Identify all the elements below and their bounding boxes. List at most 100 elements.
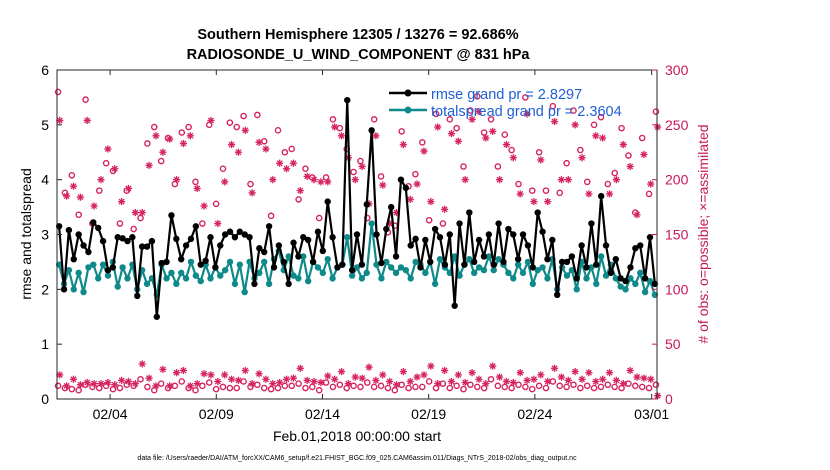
y-left-tick-label: 1 [41,336,49,352]
rmse-point [641,275,649,282]
obs-assimilated-marker [269,176,277,184]
obs-assimilated-marker [640,374,648,382]
rmse-point [461,261,468,268]
obs-possible-marker [494,163,502,170]
totalspread-point [539,264,546,271]
obs-assimilated-marker [131,380,139,388]
totalspread-point [226,258,234,266]
obs-possible-marker [123,381,131,389]
obs-possible-marker [68,385,76,393]
totalspread-point [231,280,239,288]
totalspread-point [514,261,522,268]
obs-assimilated-marker [406,377,414,386]
obs-possible-marker [638,383,646,391]
obs-possible-marker [425,216,433,224]
obs-possible-marker [439,220,447,227]
obs-assimilated-marker [537,156,545,164]
rmse-point [334,264,341,271]
totalspread-point [456,272,463,279]
obs-possible-marker [267,212,275,220]
obs-possible-marker [583,178,591,186]
obs-assimilated-marker [399,367,407,376]
obs-possible-marker [632,382,639,390]
obs-possible-marker [590,121,598,129]
totalspread-point [387,264,395,271]
obs-assimilated-marker [626,162,634,171]
obs-assimilated-marker [186,382,194,390]
obs-assimilated-marker [427,198,435,206]
totalspread-point [124,275,131,282]
rmse-point [94,224,102,232]
totalspread-point [402,266,410,274]
obs-assimilated-marker [255,370,263,378]
rmse-point [109,264,117,271]
obs-assimilated-marker [399,140,407,149]
x-tick-label: 02/14 [305,406,340,422]
rmse-point [251,280,258,288]
rmse-point [563,258,571,266]
rmse-point [397,176,405,183]
obs-assimilated-marker [97,380,105,388]
totalspread-point [324,255,331,263]
totalspread-point [378,275,385,282]
rmse-point [55,223,63,230]
totalspread-point [593,280,600,288]
obs-assimilated-marker [392,381,401,389]
obs-assimilated-marker [592,132,600,140]
obs-assimilated-marker [447,377,456,386]
obs-possible-marker [501,383,509,391]
rmse-point [637,242,644,249]
obs-assimilated-marker [179,366,188,375]
obs-possible-marker [460,385,467,393]
rmse-point [441,261,449,268]
obs-assimilated-marker [489,127,497,136]
rmse-point [500,258,507,266]
obs-possible-marker [487,375,495,383]
obs-assimilated-marker [111,381,119,389]
obs-assimilated-marker [544,377,552,386]
rmse-point [348,266,356,274]
totalspread-point [241,288,248,296]
totalspread-point [422,269,429,277]
obs-possible-marker [370,383,378,391]
obs-possible-marker [315,386,323,394]
totalspread-point [217,272,224,279]
obs-assimilated-marker [420,147,428,155]
obs-assimilated-marker [152,382,160,390]
rmse-point [544,255,551,263]
totalspread-point [65,266,73,274]
legend-spread-label: totalspread grand pr = 2.3604 [431,104,622,120]
totalspread-point [524,258,532,266]
obs-assimilated-marker [523,376,531,384]
rmse-point [490,261,497,268]
obs-assimilated-marker [104,378,112,387]
obs-possible-marker [274,127,282,134]
totalspread-point [534,266,541,274]
obs-assimilated-marker [599,134,607,142]
rmse-point [270,264,278,271]
rmse-point [446,231,453,238]
totalspread-point [368,220,375,227]
obs-assimilated-marker [564,376,572,384]
obs-possible-marker [309,383,316,391]
totalspread-point [544,275,551,282]
totalspread-point [431,280,439,288]
obs-assimilated-marker [207,371,215,379]
obs-possible-marker [480,129,488,136]
rmse-point [612,255,620,263]
x-tick-label: 02/19 [411,406,446,422]
obs-possible-marker [137,375,144,383]
obs-assimilated-marker [640,150,648,159]
rmse-point [344,96,351,104]
rmse-point [412,235,419,243]
rmse-point [221,231,229,238]
obs-assimilated-marker [454,371,462,379]
totalspread-point [627,275,634,282]
obs-possible-marker [604,180,612,188]
obs-assimilated-marker [324,372,332,380]
obs-possible-marker [405,384,412,392]
obs-possible-marker [542,187,550,194]
obs-possible-marker [652,381,660,389]
rmse-point [129,234,136,241]
obs-possible-marker [418,383,426,391]
